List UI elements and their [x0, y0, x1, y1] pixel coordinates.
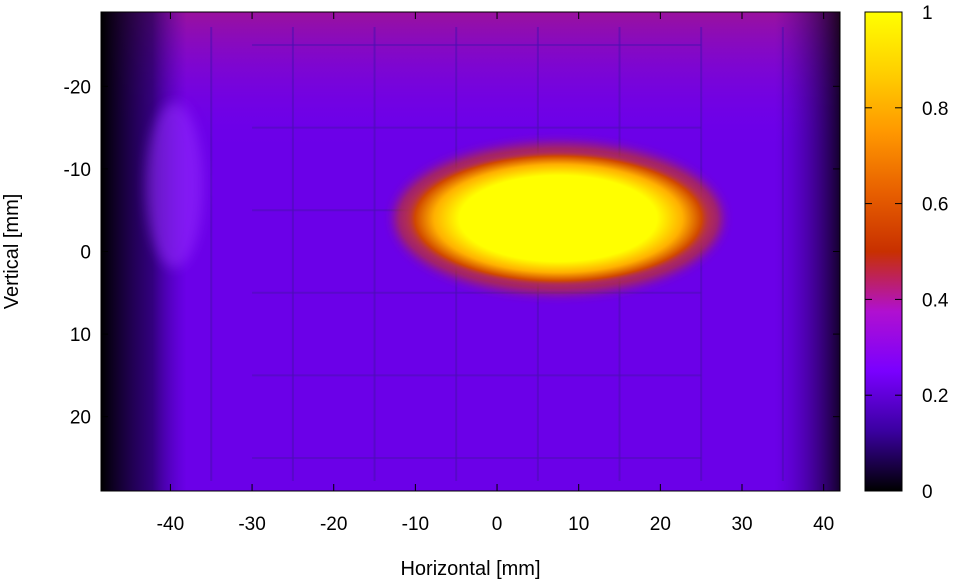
y-axis-label: Vertical [mm]	[1, 194, 23, 310]
colorbar-ticks: 0 0.2 0.4 0.6 0.8 1	[865, 3, 949, 503]
colorbar	[865, 12, 902, 491]
heatmap-right-edge	[774, 12, 840, 491]
y-tick-label: 10	[70, 325, 91, 346]
colorbar-tick-label: 0	[922, 482, 933, 503]
x-tick-label: 40	[813, 514, 834, 535]
plot-area	[101, 12, 840, 491]
heatmap-side-feature	[145, 102, 204, 269]
x-tick-label: -30	[238, 514, 265, 535]
x-axis: -40 -30 -20 -10 0 10 20 30 40	[157, 12, 834, 535]
colorbar-tick-label: 1	[922, 3, 933, 24]
y-tick-label: -10	[64, 160, 91, 181]
heatmap-hot-core	[399, 149, 718, 288]
heatmap-top-glow	[101, 12, 840, 147]
x-tick-label: 10	[568, 514, 589, 535]
x-tick-label: -10	[402, 514, 429, 535]
x-tick-label: -40	[157, 514, 184, 535]
y-axis: -20 -10 0 10 20	[64, 77, 840, 429]
colorbar-tick-label: 0.8	[922, 99, 948, 120]
colorbar-tick-label: 0.6	[922, 195, 948, 216]
x-tick-label: -20	[320, 514, 347, 535]
x-tick-label: 20	[650, 514, 671, 535]
x-axis-label: Horizontal [mm]	[400, 558, 540, 580]
x-tick-label: 30	[731, 514, 752, 535]
y-tick-label: -20	[64, 77, 91, 98]
y-tick-label: 0	[80, 243, 91, 264]
x-tick-label: 0	[492, 514, 503, 535]
colorbar-tick-label: 0.2	[922, 386, 948, 407]
colorbar-frame	[864, 11, 903, 492]
y-tick-label: 20	[70, 408, 91, 429]
colorbar-tick-label: 0.4	[922, 290, 949, 311]
